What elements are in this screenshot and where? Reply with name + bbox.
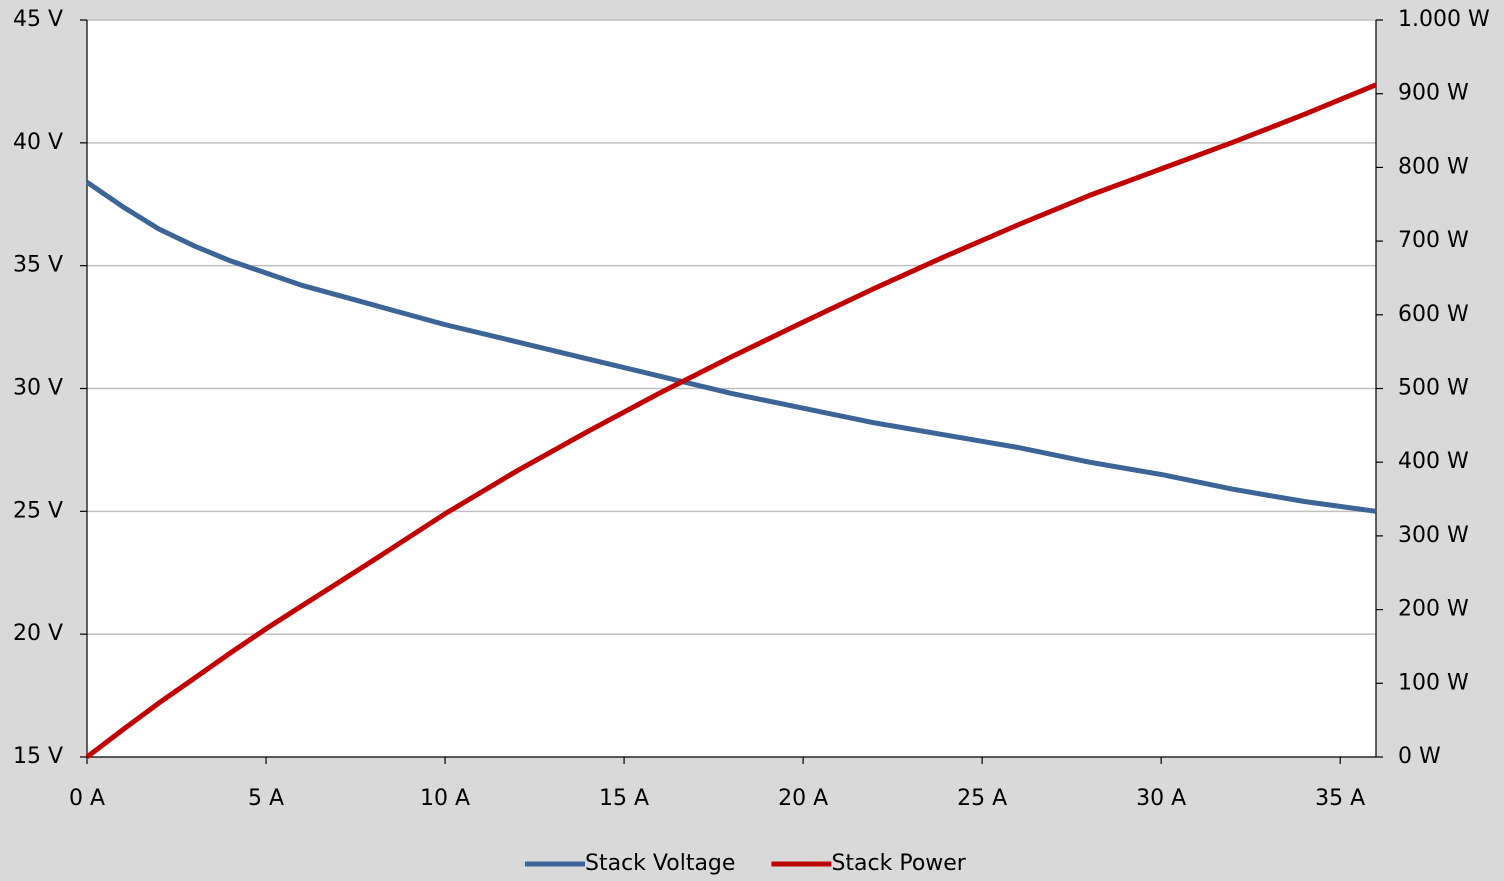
- y-tick-label: 40 V: [13, 130, 63, 155]
- x-tick-label: 35 A: [1315, 786, 1365, 811]
- x-tick-label: 25 A: [957, 786, 1007, 811]
- x-tick-label: 15 A: [599, 786, 649, 811]
- x-tick-label: 0 A: [69, 786, 105, 811]
- y2-tick-label: 0 W: [1398, 744, 1441, 769]
- x-tick-label: 20 A: [778, 786, 828, 811]
- series-line: [85, 82, 1377, 759]
- legend-label: Stack Voltage: [585, 851, 735, 876]
- y-tick-label: 30 V: [13, 376, 63, 401]
- x-tick-label: 5 A: [248, 786, 284, 811]
- y-tick-label: 35 V: [13, 253, 63, 278]
- y2-tick-label: 300 W: [1398, 523, 1469, 548]
- x-tick-label: 10 A: [420, 786, 470, 811]
- y2-tick-label: 700 W: [1398, 228, 1469, 253]
- y2-tick-label: 400 W: [1398, 449, 1469, 474]
- y-tick-label: 20 V: [13, 621, 63, 646]
- y2-tick-label: 200 W: [1398, 597, 1469, 622]
- y2-tick-label: 800 W: [1398, 154, 1469, 179]
- legend-label: Stack Power: [831, 851, 966, 876]
- y-tick-label: 15 V: [13, 744, 63, 769]
- y2-tick-label: 900 W: [1398, 81, 1469, 106]
- y-tick-label: 25 V: [13, 498, 63, 523]
- x-tick-label: 30 A: [1136, 786, 1186, 811]
- y2-tick-label: 1.000 W: [1398, 7, 1490, 32]
- y-tick-label: 45 V: [13, 7, 63, 32]
- y2-tick-label: 100 W: [1398, 670, 1469, 695]
- y2-tick-label: 500 W: [1398, 376, 1469, 401]
- series-line: [85, 180, 1377, 514]
- y2-tick-label: 600 W: [1398, 302, 1469, 327]
